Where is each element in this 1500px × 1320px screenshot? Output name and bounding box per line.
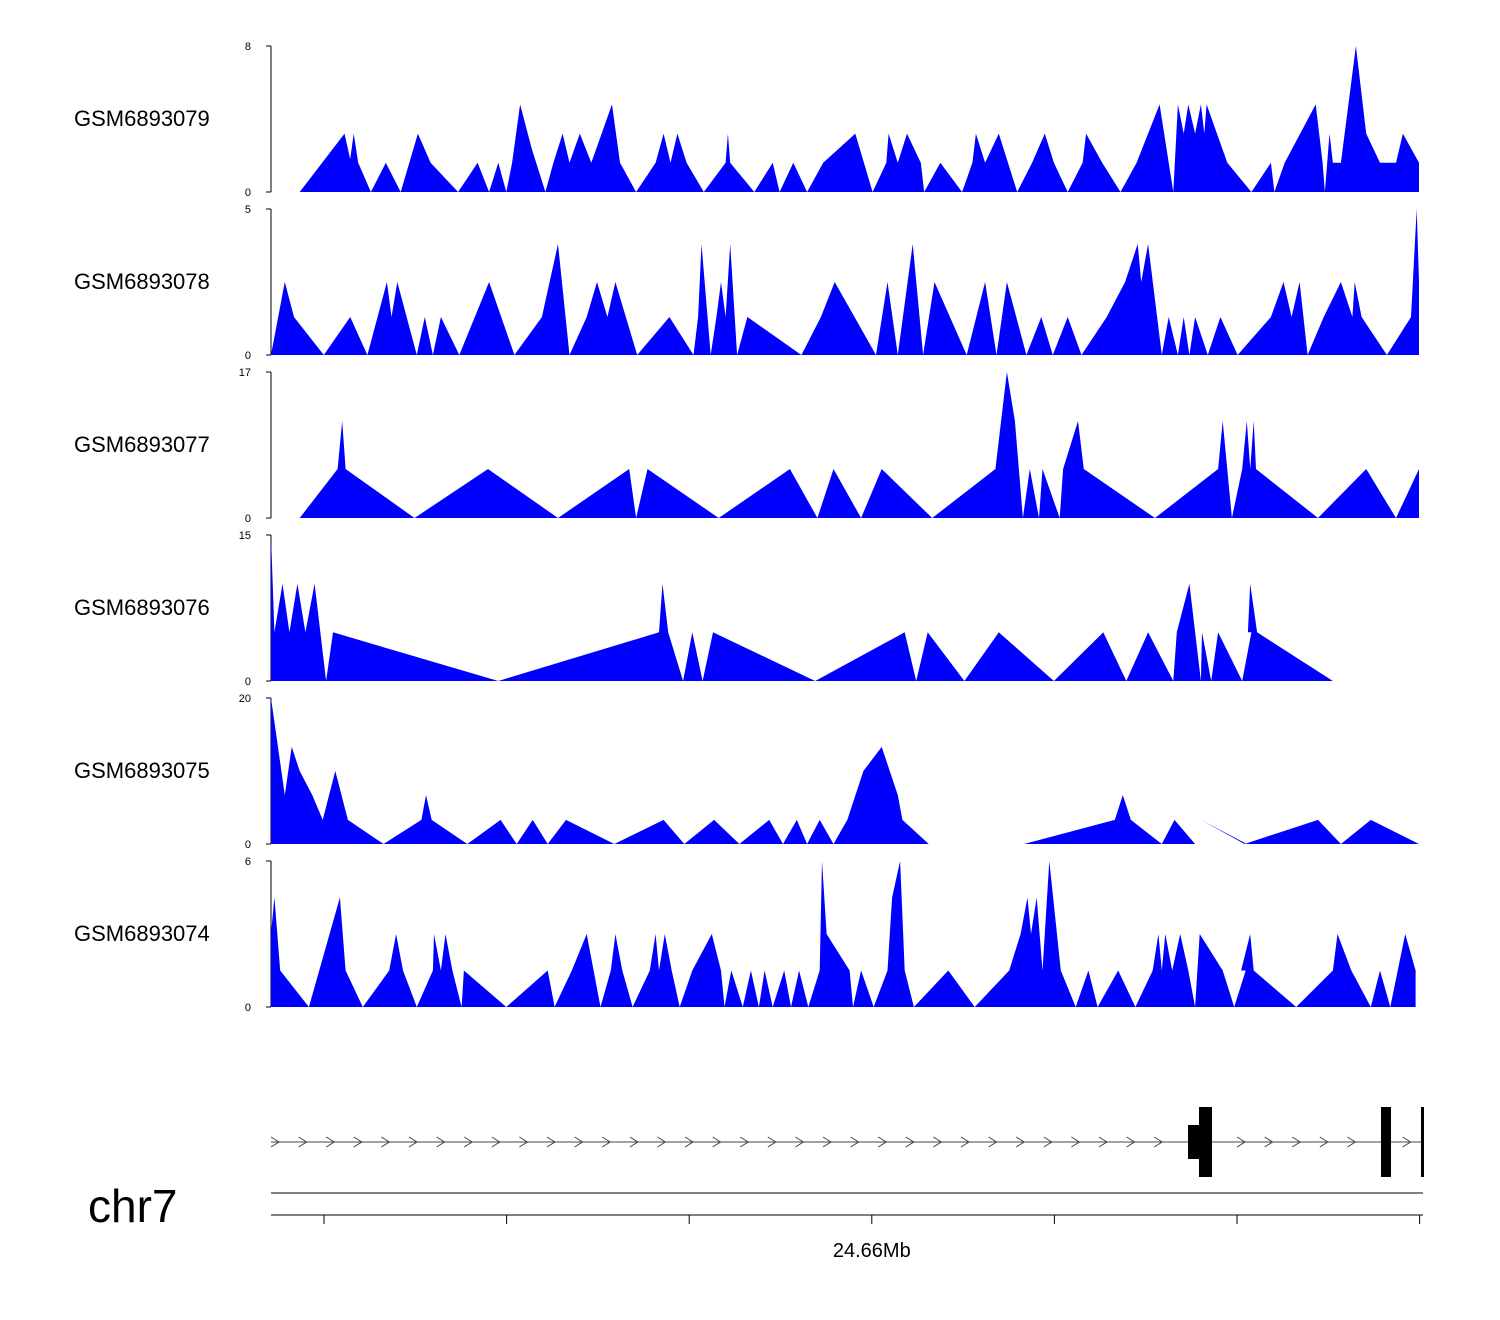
track-label: GSM6893075 (74, 758, 210, 783)
y-tick-label-min: 0 (245, 513, 251, 525)
track-label: GSM6893076 (74, 595, 210, 620)
strand-arrow (767, 1136, 777, 1148)
strand-arrow (1153, 1136, 1164, 1148)
strand-arrow (491, 1136, 501, 1148)
coverage-area (299, 372, 1420, 518)
coverage-area (299, 46, 1420, 192)
strand-arrow (1347, 1136, 1357, 1148)
track-gsm6893076: GSM6893076 15 0 (74, 530, 1333, 688)
strand-arrow (1319, 1136, 1329, 1148)
coverage-area (271, 861, 1416, 1007)
y-tick-label-max: 20 (239, 693, 251, 705)
track-gsm6893079: GSM6893079 8 0 (74, 41, 1420, 199)
y-tick-label-max: 6 (245, 856, 251, 868)
strand-arrow (822, 1136, 832, 1148)
track-label: GSM6893077 (74, 432, 210, 457)
strand-arrow (1402, 1136, 1412, 1148)
strand-arrow (960, 1136, 970, 1148)
exon-block (1188, 1125, 1200, 1159)
coverage-area (271, 209, 1419, 355)
y-tick-label-min: 0 (245, 676, 251, 688)
strand-arrow (574, 1136, 584, 1148)
track-label: GSM6893074 (74, 921, 210, 946)
strand-arrow (463, 1136, 474, 1148)
strand-arrow (1043, 1136, 1053, 1148)
exon-block (1199, 1107, 1212, 1177)
coverage-area (271, 698, 1419, 844)
strand-arrow (795, 1136, 805, 1148)
x-tick-label: 24.66Mb (833, 1240, 911, 1262)
y-tick-label-max: 15 (239, 530, 251, 542)
strand-arrow (1236, 1136, 1246, 1148)
y-tick-label-max: 17 (239, 367, 251, 379)
track-label: GSM6893078 (74, 269, 210, 294)
y-tick-label-min: 0 (245, 839, 251, 851)
strand-arrow (629, 1136, 639, 1148)
track-gsm6893074: GSM6893074 6 0 (74, 856, 1416, 1014)
strand-arrow (1098, 1136, 1108, 1148)
strand-arrow (298, 1136, 308, 1148)
strand-arrow (381, 1136, 391, 1148)
genomic-axis: 24.66Mb (271, 1192, 1423, 1262)
strand-arrow (1126, 1136, 1136, 1148)
y-tick-label-max: 5 (245, 204, 251, 216)
gene-model (270, 1107, 1424, 1177)
track-gsm6893077: GSM6893077 17 0 (74, 367, 1420, 525)
y-tick-label-min: 0 (245, 350, 251, 362)
track-gsm6893078: GSM6893078 5 0 (74, 204, 1419, 362)
strand-arrow (905, 1136, 915, 1148)
strand-arrow (988, 1136, 998, 1148)
chromosome-label: chr7 (88, 1180, 177, 1232)
strand-arrow (1071, 1136, 1081, 1148)
strand-arrow (877, 1136, 888, 1148)
strand-arrow (1264, 1136, 1274, 1148)
coverage-tracks: GSM689307980GSM689307850GSM6893077170GSM… (74, 41, 1420, 1014)
exon-block (1421, 1107, 1424, 1177)
strand-arrow (684, 1136, 694, 1148)
strand-arrow (739, 1136, 750, 1148)
track-gsm6893075: GSM6893075 20 0 (74, 693, 1419, 851)
strand-arrow (1291, 1136, 1302, 1148)
y-tick-label-min: 0 (245, 187, 251, 199)
y-tick-label-max: 8 (245, 41, 251, 53)
coverage-area (271, 535, 1333, 681)
strand-arrow (657, 1136, 667, 1148)
track-label: GSM6893079 (74, 106, 210, 131)
strand-arrow (546, 1136, 556, 1148)
strand-arrow (1015, 1136, 1026, 1148)
strand-arrow (270, 1136, 280, 1148)
y-tick-label-min: 0 (245, 1002, 251, 1014)
strand-arrow (353, 1136, 363, 1148)
exon-block (1381, 1107, 1391, 1177)
strand-arrow (933, 1136, 943, 1148)
strand-arrow (519, 1136, 529, 1148)
strand-arrow (850, 1136, 860, 1148)
strand-arrow (436, 1136, 446, 1148)
strand-arrow (325, 1136, 336, 1148)
strand-arrow (408, 1136, 418, 1148)
strand-arrow (601, 1136, 612, 1148)
strand-arrow (712, 1136, 722, 1148)
